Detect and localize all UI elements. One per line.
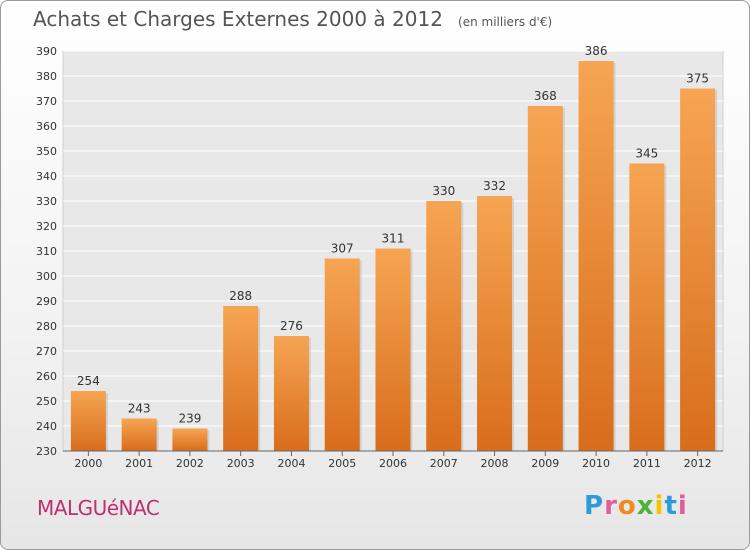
bar xyxy=(324,258,360,451)
bar xyxy=(375,248,411,451)
value-label: 368 xyxy=(534,89,557,103)
logo-letter: o xyxy=(617,491,637,521)
value-label: 239 xyxy=(178,412,201,426)
logo-letter: t xyxy=(664,491,678,521)
bar xyxy=(477,196,513,451)
chart-unit: (en milliers d'€) xyxy=(458,15,553,29)
value-label: 311 xyxy=(382,232,405,246)
x-tick-label: 2012 xyxy=(684,457,712,470)
logo-letter: i xyxy=(677,491,688,521)
y-tick-label: 330 xyxy=(36,195,57,208)
y-tick-label: 380 xyxy=(36,70,57,83)
bar xyxy=(172,428,208,451)
value-label: 386 xyxy=(585,44,608,58)
x-tick-label: 2002 xyxy=(176,457,204,470)
bar xyxy=(121,418,157,451)
bar xyxy=(578,61,614,451)
value-label: 332 xyxy=(483,179,506,193)
y-tick-label: 280 xyxy=(36,320,57,333)
value-label: 276 xyxy=(280,319,303,333)
y-tick-label: 360 xyxy=(36,120,57,133)
x-tick-label: 2003 xyxy=(227,457,255,470)
x-tick-label: 2001 xyxy=(125,457,153,470)
x-tick-label: 2008 xyxy=(481,457,509,470)
value-label: 345 xyxy=(635,147,658,161)
y-tick-label: 260 xyxy=(36,370,57,383)
bar xyxy=(629,163,665,451)
bar xyxy=(680,88,716,451)
y-tick-label: 370 xyxy=(36,95,57,108)
bar xyxy=(426,201,462,451)
chart-title-block: Achats et Charges Externes 2000 à 2012 (… xyxy=(33,7,552,31)
commune-name: MALGUéNAC xyxy=(37,496,160,520)
bar xyxy=(70,391,106,451)
y-tick-label: 340 xyxy=(36,170,57,183)
chart-title: Achats et Charges Externes 2000 à 2012 xyxy=(33,7,443,31)
value-label: 330 xyxy=(432,184,455,198)
y-tick-label: 240 xyxy=(36,420,57,433)
logo-letter: x xyxy=(636,491,655,521)
y-tick-label: 230 xyxy=(36,445,57,458)
bar xyxy=(223,306,259,451)
proxiti-logo: Proxiti xyxy=(584,491,688,521)
y-tick-label: 250 xyxy=(36,395,57,408)
logo-letter: i xyxy=(654,491,665,521)
logo-letter: r xyxy=(604,491,618,521)
y-tick-label: 390 xyxy=(36,45,57,58)
y-tick-label: 310 xyxy=(36,245,57,258)
value-label: 375 xyxy=(686,72,709,86)
x-tick-label: 2000 xyxy=(74,457,102,470)
x-tick-label: 2005 xyxy=(328,457,356,470)
y-tick-label: 290 xyxy=(36,295,57,308)
y-tick-label: 320 xyxy=(36,220,57,233)
x-tick-label: 2007 xyxy=(430,457,458,470)
value-label: 254 xyxy=(77,374,100,388)
y-tick-label: 270 xyxy=(36,345,57,358)
logo-letter: P xyxy=(584,491,605,521)
value-label: 243 xyxy=(128,402,151,416)
x-tick-label: 2009 xyxy=(531,457,559,470)
x-tick-label: 2004 xyxy=(277,457,305,470)
value-label: 288 xyxy=(229,289,252,303)
y-tick-label: 300 xyxy=(36,270,57,283)
x-tick-label: 2006 xyxy=(379,457,407,470)
value-label: 307 xyxy=(331,242,354,256)
bar xyxy=(273,336,309,451)
bar xyxy=(527,106,563,451)
x-tick-label: 2010 xyxy=(582,457,610,470)
x-tick-label: 2011 xyxy=(633,457,661,470)
y-tick-label: 350 xyxy=(36,145,57,158)
